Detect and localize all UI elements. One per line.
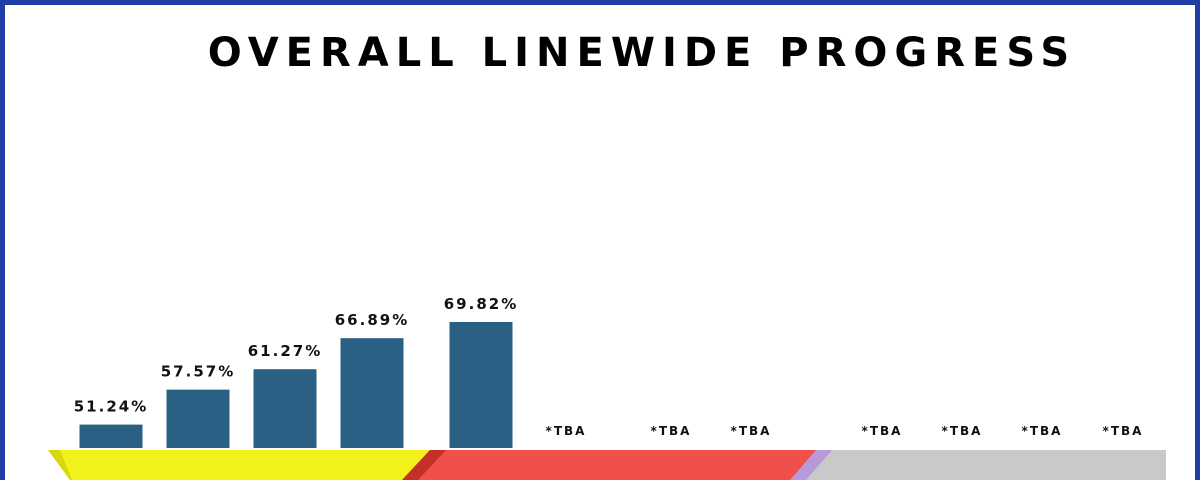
bar-labels: 51.24% 57.57% 61.27% 66.89% 69.82% *TBA *TBA *T… bbox=[74, 295, 1144, 438]
bars bbox=[79, 322, 513, 448]
bar bbox=[79, 424, 143, 448]
bar-value-label: 57.57% bbox=[161, 363, 235, 381]
tba-label: *TBA bbox=[1022, 424, 1063, 438]
bar-value-label: 69.82% bbox=[444, 295, 518, 313]
timeline-band-accent bbox=[402, 450, 446, 480]
bar bbox=[253, 369, 317, 448]
bar bbox=[166, 389, 230, 448]
timeline-band-accent bbox=[48, 450, 72, 480]
bar-value-label: 51.24% bbox=[74, 398, 148, 416]
tba-label: *TBA bbox=[731, 424, 772, 438]
timeline-band bbox=[804, 450, 1166, 480]
chart-title: OVERALL LINEWIDE PROGRESS bbox=[207, 30, 1077, 76]
timeline-band-accent bbox=[790, 450, 832, 480]
timeline-bands bbox=[48, 450, 1166, 480]
timeline-band bbox=[402, 450, 838, 480]
tba-label: *TBA bbox=[942, 424, 983, 438]
tba-label: *TBA bbox=[862, 424, 903, 438]
tba-label: *TBA bbox=[546, 424, 587, 438]
bar-value-label: 61.27% bbox=[248, 342, 322, 360]
tba-label: *TBA bbox=[651, 424, 692, 438]
bar-value-label: 66.89% bbox=[335, 311, 409, 329]
timeline-band bbox=[48, 450, 438, 480]
tba-label: *TBA bbox=[1103, 424, 1144, 438]
bar bbox=[449, 322, 513, 448]
bar bbox=[340, 338, 404, 448]
